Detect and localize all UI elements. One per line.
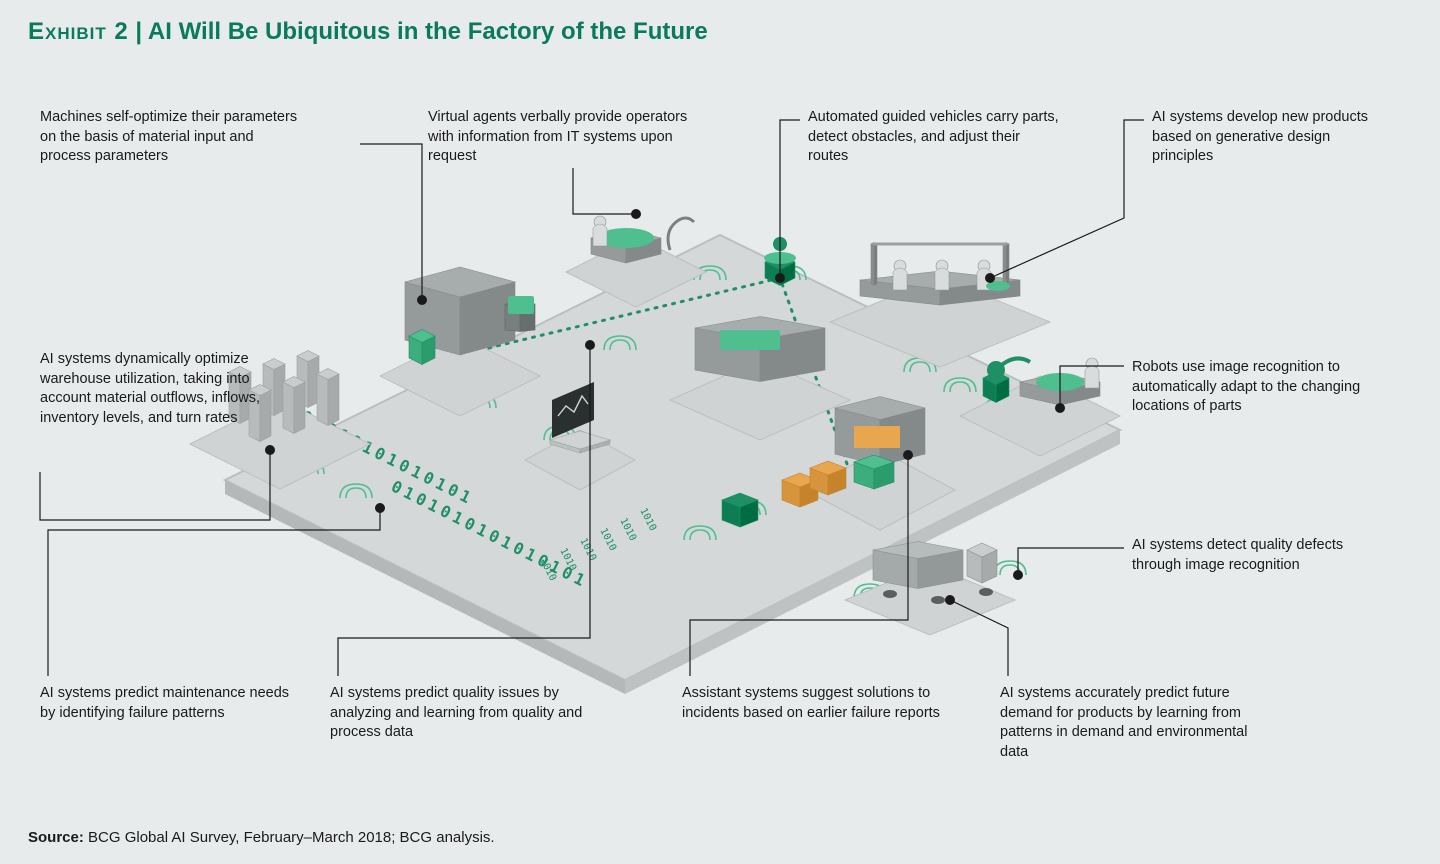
callout-c3: Automated guided vehicles carry parts, d…	[808, 108, 1062, 167]
source-label: Source:	[28, 829, 84, 846]
source-text: BCG Global AI Survey, February–March 201…	[84, 829, 495, 846]
callout-c6: Robots use image recognition to automati…	[1132, 358, 1392, 417]
callout-c8: AI systems predict maintenance needs by …	[40, 684, 290, 723]
callout-c4: AI systems develop new products based on…	[1152, 108, 1392, 167]
callout-c7: AI systems detect quality defects throug…	[1132, 536, 1380, 575]
callout-c9: AI systems predict quality issues by ana…	[330, 684, 590, 743]
source-line: Source: BCG Global AI Survey, February–M…	[28, 829, 495, 846]
callout-c10: Assistant systems suggest solutions to i…	[682, 684, 942, 723]
callout-c11: AI systems accurately predict future dem…	[1000, 684, 1260, 762]
callout-c1: Machines self-optimize their parameters …	[40, 108, 300, 167]
callout-c2: Virtual agents verbally provide operator…	[428, 108, 688, 167]
callout-c5: AI systems dynamically optimize warehous…	[40, 350, 274, 428]
